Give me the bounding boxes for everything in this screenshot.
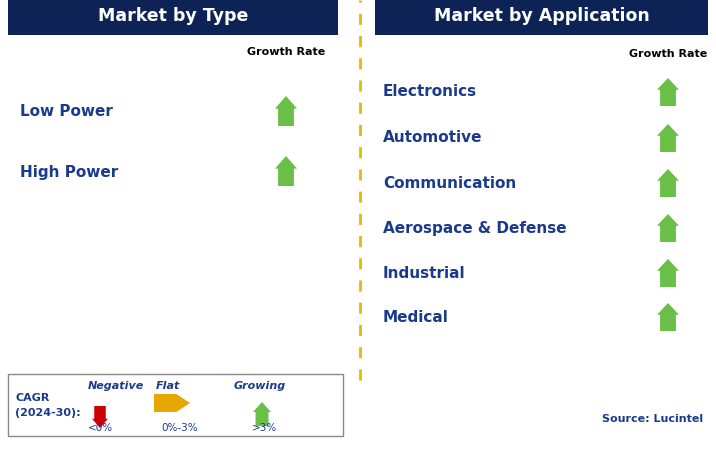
Polygon shape: [657, 214, 679, 242]
Text: Growth Rate: Growth Rate: [629, 49, 707, 59]
Text: <0%: <0%: [88, 423, 113, 433]
Text: 0%-3%: 0%-3%: [161, 423, 198, 433]
Polygon shape: [275, 156, 297, 186]
Text: Negative: Negative: [88, 381, 144, 391]
Polygon shape: [154, 394, 190, 412]
Polygon shape: [657, 78, 679, 106]
FancyBboxPatch shape: [375, 0, 708, 35]
Text: Low Power: Low Power: [20, 104, 113, 120]
Polygon shape: [657, 124, 679, 152]
Polygon shape: [275, 96, 297, 126]
Text: Communication: Communication: [383, 176, 516, 190]
Text: Medical: Medical: [383, 310, 449, 324]
Text: Market by Type: Market by Type: [98, 7, 248, 25]
Text: Industrial: Industrial: [383, 266, 465, 280]
Polygon shape: [92, 406, 108, 428]
Text: CAGR: CAGR: [15, 393, 49, 403]
Text: Growing: Growing: [234, 381, 286, 391]
Polygon shape: [657, 259, 679, 287]
FancyBboxPatch shape: [8, 374, 343, 436]
Polygon shape: [253, 402, 271, 426]
Text: Source: Lucintel: Source: Lucintel: [602, 414, 703, 424]
Text: >3%: >3%: [252, 423, 277, 433]
Text: Growth Rate: Growth Rate: [247, 47, 325, 57]
FancyBboxPatch shape: [8, 0, 338, 35]
Text: Electronics: Electronics: [383, 85, 477, 99]
Text: High Power: High Power: [20, 165, 118, 180]
Polygon shape: [657, 303, 679, 331]
Text: Market by Application: Market by Application: [434, 7, 649, 25]
Text: Automotive: Automotive: [383, 130, 483, 145]
Text: (2024-30):: (2024-30):: [15, 408, 81, 418]
Text: Aerospace & Defense: Aerospace & Defense: [383, 220, 566, 235]
Polygon shape: [657, 169, 679, 197]
Text: Flat: Flat: [156, 381, 180, 391]
